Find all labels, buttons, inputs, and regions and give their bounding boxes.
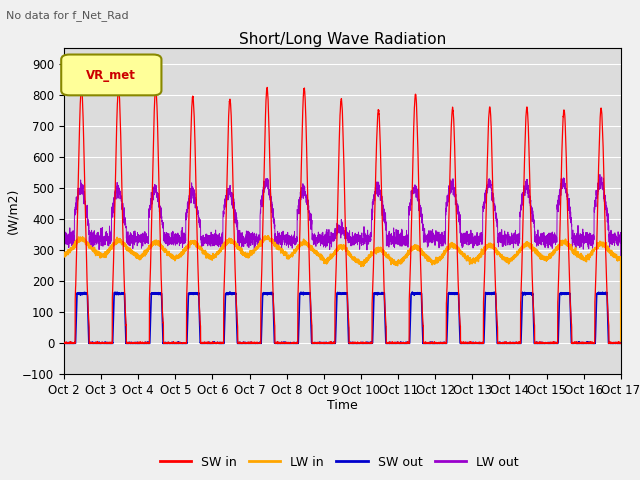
Text: VR_met: VR_met: [86, 69, 136, 82]
Text: No data for f_Net_Rad: No data for f_Net_Rad: [6, 10, 129, 21]
Legend: SW in, LW in, SW out, LW out: SW in, LW in, SW out, LW out: [155, 451, 524, 474]
Y-axis label: (W/m2): (W/m2): [6, 188, 19, 234]
X-axis label: Time: Time: [327, 398, 358, 411]
FancyBboxPatch shape: [61, 55, 161, 96]
Title: Short/Long Wave Radiation: Short/Long Wave Radiation: [239, 32, 446, 47]
